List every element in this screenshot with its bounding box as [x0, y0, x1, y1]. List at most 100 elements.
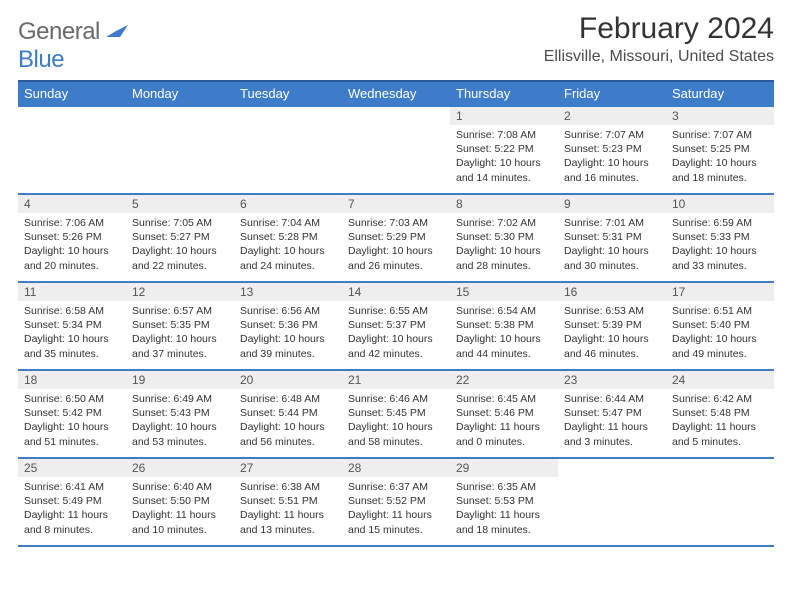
calendar-cell: 4Sunrise: 7:06 AMSunset: 5:26 PMDaylight… — [18, 194, 126, 282]
calendar-cell: 5Sunrise: 7:05 AMSunset: 5:27 PMDaylight… — [126, 194, 234, 282]
day-number: 14 — [342, 283, 450, 301]
day-body: Sunrise: 6:55 AMSunset: 5:37 PMDaylight:… — [342, 301, 450, 365]
calendar-cell: 3Sunrise: 7:07 AMSunset: 5:25 PMDaylight… — [666, 106, 774, 194]
day-sunrise: Sunrise: 6:55 AM — [348, 304, 444, 318]
day-sunset: Sunset: 5:48 PM — [672, 406, 768, 420]
day-sunrise: Sunrise: 6:44 AM — [564, 392, 660, 406]
day-sunset: Sunset: 5:45 PM — [348, 406, 444, 420]
day-number: 23 — [558, 371, 666, 389]
calendar-cell: 14Sunrise: 6:55 AMSunset: 5:37 PMDayligh… — [342, 282, 450, 370]
day-body: Sunrise: 7:03 AMSunset: 5:29 PMDaylight:… — [342, 213, 450, 277]
day-sunrise: Sunrise: 7:01 AM — [564, 216, 660, 230]
day-sunrise: Sunrise: 6:45 AM — [456, 392, 552, 406]
day-number: 2 — [558, 107, 666, 125]
day-sunset: Sunset: 5:28 PM — [240, 230, 336, 244]
day-sunrise: Sunrise: 6:56 AM — [240, 304, 336, 318]
day-body: Sunrise: 6:41 AMSunset: 5:49 PMDaylight:… — [18, 477, 126, 541]
day-body: Sunrise: 6:56 AMSunset: 5:36 PMDaylight:… — [234, 301, 342, 365]
day-daylight: Daylight: 10 hours and 20 minutes. — [24, 244, 120, 272]
day-number: 8 — [450, 195, 558, 213]
day-sunset: Sunset: 5:25 PM — [672, 142, 768, 156]
day-number: 29 — [450, 459, 558, 477]
day-body: Sunrise: 6:48 AMSunset: 5:44 PMDaylight:… — [234, 389, 342, 453]
day-body: Sunrise: 7:07 AMSunset: 5:23 PMDaylight:… — [558, 125, 666, 189]
logo-general-text: General — [18, 18, 100, 45]
calendar-cell: 9Sunrise: 7:01 AMSunset: 5:31 PMDaylight… — [558, 194, 666, 282]
day-number: 6 — [234, 195, 342, 213]
day-number: 10 — [666, 195, 774, 213]
day-daylight: Daylight: 10 hours and 28 minutes. — [456, 244, 552, 272]
day-body: Sunrise: 7:01 AMSunset: 5:31 PMDaylight:… — [558, 213, 666, 277]
day-sunrise: Sunrise: 6:50 AM — [24, 392, 120, 406]
day-sunrise: Sunrise: 6:35 AM — [456, 480, 552, 494]
day-sunset: Sunset: 5:47 PM — [564, 406, 660, 420]
day-daylight: Daylight: 10 hours and 14 minutes. — [456, 156, 552, 184]
day-header-row: Sunday Monday Tuesday Wednesday Thursday… — [18, 81, 774, 106]
day-body: Sunrise: 7:06 AMSunset: 5:26 PMDaylight:… — [18, 213, 126, 277]
day-number: 3 — [666, 107, 774, 125]
day-sunrise: Sunrise: 7:04 AM — [240, 216, 336, 230]
day-sunset: Sunset: 5:44 PM — [240, 406, 336, 420]
day-sunrise: Sunrise: 7:07 AM — [564, 128, 660, 142]
calendar-cell: 13Sunrise: 6:56 AMSunset: 5:36 PMDayligh… — [234, 282, 342, 370]
day-daylight: Daylight: 10 hours and 37 minutes. — [132, 332, 228, 360]
calendar-cell: 19Sunrise: 6:49 AMSunset: 5:43 PMDayligh… — [126, 370, 234, 458]
day-daylight: Daylight: 10 hours and 35 minutes. — [24, 332, 120, 360]
day-daylight: Daylight: 11 hours and 5 minutes. — [672, 420, 768, 448]
day-daylight: Daylight: 10 hours and 33 minutes. — [672, 244, 768, 272]
day-sunset: Sunset: 5:33 PM — [672, 230, 768, 244]
day-body: Sunrise: 7:08 AMSunset: 5:22 PMDaylight:… — [450, 125, 558, 189]
calendar-cell: 26Sunrise: 6:40 AMSunset: 5:50 PMDayligh… — [126, 458, 234, 546]
day-number: 21 — [342, 371, 450, 389]
day-sunrise: Sunrise: 7:05 AM — [132, 216, 228, 230]
day-daylight: Daylight: 11 hours and 0 minutes. — [456, 420, 552, 448]
day-daylight: Daylight: 10 hours and 56 minutes. — [240, 420, 336, 448]
day-body: Sunrise: 6:51 AMSunset: 5:40 PMDaylight:… — [666, 301, 774, 365]
calendar-week-row: 1Sunrise: 7:08 AMSunset: 5:22 PMDaylight… — [18, 106, 774, 194]
day-daylight: Daylight: 11 hours and 10 minutes. — [132, 508, 228, 536]
day-header: Thursday — [450, 81, 558, 106]
day-number: 9 — [558, 195, 666, 213]
calendar-cell: 8Sunrise: 7:02 AMSunset: 5:30 PMDaylight… — [450, 194, 558, 282]
day-number: 24 — [666, 371, 774, 389]
calendar-cell: 23Sunrise: 6:44 AMSunset: 5:47 PMDayligh… — [558, 370, 666, 458]
day-daylight: Daylight: 10 hours and 16 minutes. — [564, 156, 660, 184]
day-number: 27 — [234, 459, 342, 477]
day-sunset: Sunset: 5:53 PM — [456, 494, 552, 508]
day-sunrise: Sunrise: 7:08 AM — [456, 128, 552, 142]
day-sunset: Sunset: 5:49 PM — [24, 494, 120, 508]
calendar-week-row: 11Sunrise: 6:58 AMSunset: 5:34 PMDayligh… — [18, 282, 774, 370]
calendar-cell: 7Sunrise: 7:03 AMSunset: 5:29 PMDaylight… — [342, 194, 450, 282]
day-sunset: Sunset: 5:43 PM — [132, 406, 228, 420]
day-sunrise: Sunrise: 7:07 AM — [672, 128, 768, 142]
day-sunset: Sunset: 5:23 PM — [564, 142, 660, 156]
day-daylight: Daylight: 10 hours and 51 minutes. — [24, 420, 120, 448]
day-body: Sunrise: 6:38 AMSunset: 5:51 PMDaylight:… — [234, 477, 342, 541]
day-header: Friday — [558, 81, 666, 106]
calendar-cell: 17Sunrise: 6:51 AMSunset: 5:40 PMDayligh… — [666, 282, 774, 370]
calendar-cell: 29 Sunrise: 6:35 AMSunset: 5:53 PMDayligh… — [450, 458, 558, 546]
calendar-cell: 6Sunrise: 7:04 AMSunset: 5:28 PMDaylight… — [234, 194, 342, 282]
day-daylight: Daylight: 10 hours and 22 minutes. — [132, 244, 228, 272]
day-daylight: Daylight: 10 hours and 30 minutes. — [564, 244, 660, 272]
calendar-cell: 2Sunrise: 7:07 AMSunset: 5:23 PMDaylight… — [558, 106, 666, 194]
day-number: 22 — [450, 371, 558, 389]
day-body: Sunrise: 7:04 AMSunset: 5:28 PMDaylight:… — [234, 213, 342, 277]
calendar-cell: 10Sunrise: 6:59 AMSunset: 5:33 PMDayligh… — [666, 194, 774, 282]
day-sunrise: Sunrise: 6:41 AM — [24, 480, 120, 494]
day-body: Sunrise: 6:46 AMSunset: 5:45 PMDaylight:… — [342, 389, 450, 453]
day-sunrise: Sunrise: 7:03 AM — [348, 216, 444, 230]
day-daylight: Daylight: 11 hours and 18 minutes. — [456, 508, 552, 536]
day-number: 17 — [666, 283, 774, 301]
day-header: Monday — [126, 81, 234, 106]
day-sunrise: Sunrise: 6:51 AM — [672, 304, 768, 318]
day-sunrise: Sunrise: 7:06 AM — [24, 216, 120, 230]
day-sunset: Sunset: 5:35 PM — [132, 318, 228, 332]
day-sunset: Sunset: 5:37 PM — [348, 318, 444, 332]
day-body: Sunrise: 7:05 AMSunset: 5:27 PMDaylight:… — [126, 213, 234, 277]
day-sunset: Sunset: 5:50 PM — [132, 494, 228, 508]
day-daylight: Daylight: 10 hours and 24 minutes. — [240, 244, 336, 272]
logo-text-block: General Blue — [18, 18, 128, 74]
day-daylight: Daylight: 10 hours and 26 minutes. — [348, 244, 444, 272]
day-sunset: Sunset: 5:31 PM — [564, 230, 660, 244]
